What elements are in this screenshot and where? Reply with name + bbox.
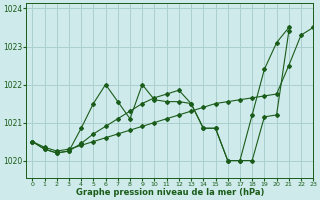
- X-axis label: Graphe pression niveau de la mer (hPa): Graphe pression niveau de la mer (hPa): [76, 188, 264, 197]
